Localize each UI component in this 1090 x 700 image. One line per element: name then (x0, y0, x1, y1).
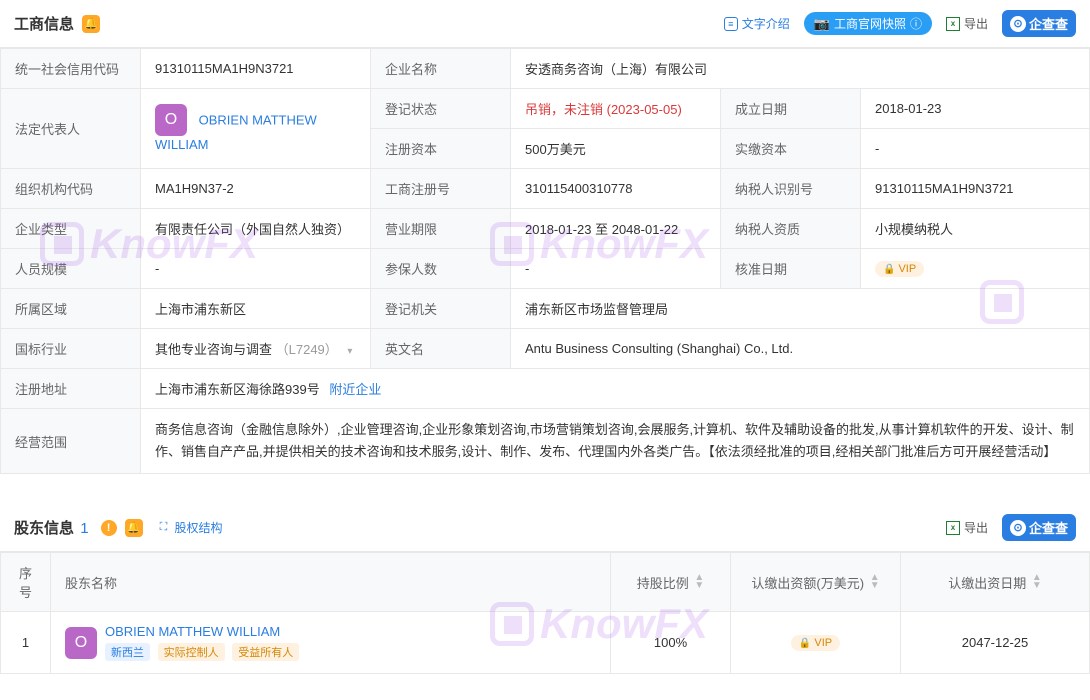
shareholder-name[interactable]: OBRIEN MATTHEW WILLIAM (105, 624, 303, 639)
reg-addr-label: 注册地址 (1, 369, 141, 409)
biz-scope-label: 经营范围 (1, 409, 141, 474)
avatar: O (155, 104, 187, 136)
reg-capital-value: 500万美元 (511, 129, 721, 169)
camera-icon: 📷 (814, 16, 830, 32)
name-value: 安透商务咨询（上海）有限公司 (511, 49, 1090, 89)
ent-type-value: 有限责任公司（外国自然人独资） (141, 209, 371, 249)
section-title: 工商信息 (14, 13, 74, 34)
usci-label: 统一社会信用代码 (1, 49, 141, 89)
business-info-table: 统一社会信用代码 91310115MA1H9N3721 企业名称 安透商务咨询（… (0, 48, 1090, 474)
export-button[interactable]: x 导出 (946, 519, 988, 536)
chevron-down-icon[interactable]: ▾ (347, 346, 352, 357)
shareholder-name-cell: O OBRIEN MATTHEW WILLIAM 新西兰 实际控制人 受益所有人 (51, 612, 611, 674)
sort-icon: ▲▼ (694, 574, 704, 590)
tax-qual-value: 小规模纳税人 (861, 209, 1090, 249)
col-seq: 序号 (1, 553, 51, 612)
est-date-value: 2018-01-23 (861, 89, 1090, 129)
warn-icon[interactable]: ! (101, 520, 117, 536)
shareholder-table: 序号 股东名称 持股比例 ▲▼ 认缴出资额(万美元) ▲▼ 认缴出资日期 ▲▼ … (0, 552, 1090, 674)
avatar: O (65, 627, 97, 659)
snapshot-button[interactable]: 📷 工商官网快照 ⓘ (804, 12, 932, 35)
tax-qual-label: 纳税人资质 (721, 209, 861, 249)
en-name-value: Antu Business Consulting (Shanghai) Co.,… (511, 329, 1090, 369)
region-label: 所属区域 (1, 289, 141, 329)
reg-status-value: 吊销，未注销 (2023-05-05) (511, 89, 721, 129)
insured-value: - (511, 249, 721, 289)
tax-id-value: 91310115MA1H9N3721 (861, 169, 1090, 209)
excel-icon: x (946, 17, 960, 31)
approved-date-label: 核准日期 (721, 249, 861, 289)
qichacha-badge[interactable]: ⊙ 企查查 (1002, 514, 1076, 541)
en-name-label: 英文名 (371, 329, 511, 369)
op-period-value: 2018-01-23 至 2048-01-22 (511, 209, 721, 249)
paid-capital-label: 实缴资本 (721, 129, 861, 169)
col-name: 股东名称 (51, 553, 611, 612)
paid-capital-value: - (861, 129, 1090, 169)
org-code-value: MA1H9N37-2 (141, 169, 371, 209)
shareholder-header: 股东信息 1 ! 🔔 ⛶ 股权结构 x 导出 ⊙ 企查查 (0, 504, 1090, 552)
excel-icon: x (946, 521, 960, 535)
biz-reg-no-value: 310115400310778 (511, 169, 721, 209)
org-code-label: 组织机构代码 (1, 169, 141, 209)
equity-structure-link[interactable]: ⛶ 股权结构 (157, 519, 223, 536)
text-intro-link[interactable]: ≡ 文字介绍 (724, 15, 790, 32)
legal-rep-label: 法定代表人 (1, 89, 141, 169)
sort-icon: ▲▼ (1032, 574, 1042, 590)
col-date[interactable]: 认缴出资日期 ▲▼ (901, 553, 1090, 612)
tag-country: 新西兰 (105, 643, 150, 661)
staff-size-value: - (141, 249, 371, 289)
export-button[interactable]: x 导出 (946, 15, 988, 32)
biz-scope-value: 商务信息咨询（金融信息除外）,企业管理咨询,企业形象策划咨询,市场营销策划咨询,… (141, 409, 1090, 474)
reg-auth-label: 登记机关 (371, 289, 511, 329)
text-intro-icon: ≡ (724, 17, 738, 31)
nearby-companies-link[interactable]: 附近企业 (329, 382, 381, 397)
bell-icon[interactable]: 🔔 (82, 15, 100, 33)
tag-beneficiary: 受益所有人 (232, 643, 299, 661)
sort-icon: ▲▼ (870, 574, 880, 590)
usci-value: 91310115MA1H9N3721 (141, 49, 371, 89)
lock-icon: 🔒 (799, 638, 811, 649)
col-ratio[interactable]: 持股比例 ▲▼ (611, 553, 731, 612)
reg-capital-label: 注册资本 (371, 129, 511, 169)
col-amount[interactable]: 认缴出资额(万美元) ▲▼ (731, 553, 901, 612)
date-value: 2047-12-25 (901, 612, 1090, 674)
reg-addr-value: 上海市浦东新区海徐路939号 附近企业 (141, 369, 1090, 409)
reg-auth-value: 浦东新区市场监督管理局 (511, 289, 1090, 329)
industry-value: 其他专业咨询与调查 （L7249） ▾ (141, 329, 371, 369)
vip-lock-badge[interactable]: 🔒VIP (791, 635, 840, 651)
name-label: 企业名称 (371, 49, 511, 89)
insured-label: 参保人数 (371, 249, 511, 289)
amount-value: 🔒VIP (731, 612, 901, 674)
industry-label: 国标行业 (1, 329, 141, 369)
qcc-icon: ⊙ (1010, 16, 1026, 32)
tag-actual-controller: 实际控制人 (158, 643, 225, 661)
op-period-label: 营业期限 (371, 209, 511, 249)
section-title: 股东信息 1 (14, 517, 89, 538)
est-date-label: 成立日期 (721, 89, 861, 129)
table-row: 1 O OBRIEN MATTHEW WILLIAM 新西兰 实际控制人 受益所… (1, 612, 1090, 674)
lock-icon: 🔒 (883, 264, 895, 275)
bell-icon[interactable]: 🔔 (125, 519, 143, 537)
staff-size-label: 人员规模 (1, 249, 141, 289)
reg-status-label: 登记状态 (371, 89, 511, 129)
ent-type-label: 企业类型 (1, 209, 141, 249)
tree-icon: ⛶ (157, 521, 171, 535)
info-icon: ⓘ (910, 15, 922, 32)
qichacha-badge[interactable]: ⊙ 企查查 (1002, 10, 1076, 37)
tax-id-label: 纳税人识别号 (721, 169, 861, 209)
approved-date-value: 🔒VIP (861, 249, 1090, 289)
region-value: 上海市浦东新区 (141, 289, 371, 329)
seq-value: 1 (1, 612, 51, 674)
biz-reg-no-label: 工商注册号 (371, 169, 511, 209)
legal-rep-cell: O OBRIEN MATTHEW WILLIAM (141, 89, 371, 169)
count-badge: 1 (80, 520, 88, 537)
vip-lock-badge[interactable]: 🔒VIP (875, 261, 924, 277)
ratio-value: 100% (611, 612, 731, 674)
business-info-header: 工商信息 🔔 ≡ 文字介绍 📷 工商官网快照 ⓘ x 导出 ⊙ 企查查 (0, 0, 1090, 48)
qcc-icon: ⊙ (1010, 520, 1026, 536)
